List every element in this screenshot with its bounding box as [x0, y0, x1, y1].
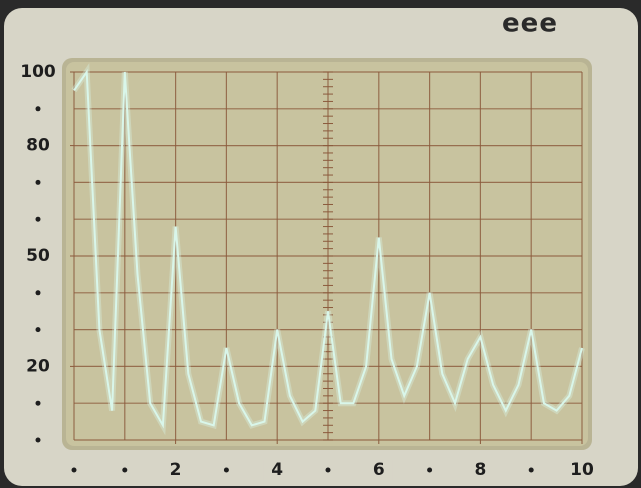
- scale-dot: [224, 468, 229, 473]
- x-tick-label: 8: [474, 460, 486, 480]
- scale-dot: [36, 401, 41, 406]
- x-tick-label: 4: [271, 460, 283, 480]
- scale-dot: [529, 468, 534, 473]
- x-tick-label: 10: [570, 460, 594, 480]
- scale-dot: [36, 180, 41, 185]
- scale-dot: [72, 468, 77, 473]
- scale-dot: [36, 438, 41, 443]
- x-tick-label: 2: [170, 460, 182, 480]
- x-tick-label: 6: [373, 460, 385, 480]
- scale-dot: [427, 468, 432, 473]
- scale-dot: [36, 327, 41, 332]
- y-tick-label: 20: [26, 356, 50, 376]
- brand-logo: eee: [502, 9, 558, 39]
- scale-dot: [326, 468, 331, 473]
- scale-dot: [36, 290, 41, 295]
- scale-dot: [36, 106, 41, 111]
- y-tick-label: 80: [26, 136, 50, 156]
- y-tick-label: 100: [20, 62, 56, 82]
- scale-dot: [122, 468, 127, 473]
- analyzer-photo: eee 20 50 80 100 2 4 6 8 10: [0, 0, 641, 488]
- scale-dot: [36, 217, 41, 222]
- y-tick-label: 50: [26, 246, 50, 266]
